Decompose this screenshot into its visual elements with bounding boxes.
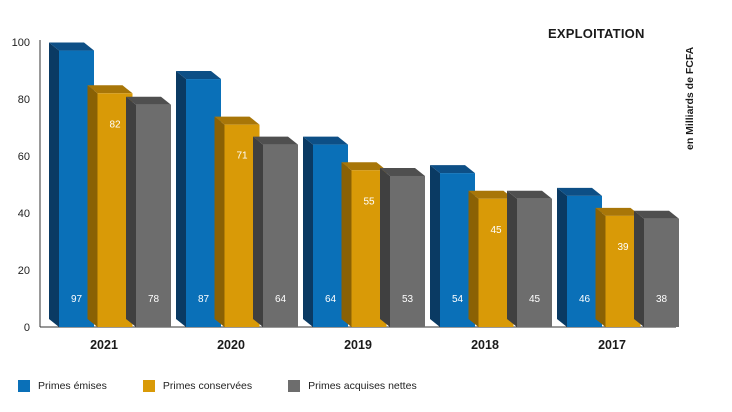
bar-front — [517, 198, 552, 327]
bar-top — [341, 162, 387, 171]
legend-item: Primes conservées — [142, 380, 253, 392]
chart-title: EXPLOITATION — [548, 26, 645, 41]
bar-2018-2 — [468, 190, 514, 327]
bar-side — [430, 165, 440, 327]
data-label: 71 — [236, 151, 248, 162]
x-tick-label: 2017 — [598, 338, 626, 352]
bar-top — [468, 190, 514, 199]
bar-top — [430, 165, 475, 174]
bar-side — [253, 136, 263, 327]
legend-swatch — [142, 380, 155, 392]
bar-top — [507, 190, 552, 199]
bar-side — [557, 187, 567, 327]
legend: Primes émises Primes conservées Primes acq… — [18, 380, 417, 392]
bar-front — [136, 104, 171, 327]
bar-side — [176, 71, 186, 327]
y-tick-label: 20 — [18, 265, 30, 277]
bar-2017-1 — [557, 187, 602, 327]
bar-top — [557, 187, 602, 196]
bar-top — [49, 42, 94, 51]
bar-side — [595, 207, 606, 327]
x-tick-label: 2021 — [90, 338, 118, 352]
bar-top — [176, 71, 221, 80]
bar-front — [644, 218, 679, 327]
legend-item: Primes acquises nettes — [288, 380, 417, 392]
bar-side — [380, 167, 390, 327]
x-tick-label: 2020 — [217, 338, 245, 352]
bar-2020-1 — [176, 71, 221, 327]
bar-top — [634, 210, 679, 219]
data-label: 78 — [148, 294, 160, 305]
bar-top — [87, 85, 133, 94]
bar-2020-2 — [214, 116, 260, 328]
data-label: 53 — [402, 294, 414, 305]
bar-2017-3 — [634, 210, 679, 327]
data-label: 46 — [579, 294, 591, 305]
bar-top — [595, 207, 641, 216]
bar-side — [214, 116, 225, 328]
bar-2019-3 — [380, 167, 425, 327]
bar-2018-3 — [507, 190, 552, 327]
bar-2019-2 — [341, 162, 387, 327]
data-label: 64 — [325, 294, 337, 305]
bar-side — [634, 210, 644, 327]
data-label: 97 — [71, 294, 83, 305]
data-label: 38 — [656, 294, 668, 305]
legend-swatch — [18, 380, 30, 392]
data-label: 45 — [490, 225, 502, 236]
data-label: 55 — [363, 196, 375, 207]
y-tick-label: 80 — [18, 94, 30, 106]
data-label: 45 — [529, 294, 541, 305]
bar-2021-3 — [126, 96, 171, 327]
bar-side — [126, 96, 136, 327]
bar-side — [507, 190, 517, 327]
legend-item: Primes émises — [18, 380, 107, 392]
bar-side — [341, 162, 352, 327]
bar-side — [468, 190, 479, 327]
bar-front — [263, 144, 298, 327]
bar-top — [126, 96, 171, 105]
bar-side — [303, 136, 313, 327]
bar-2020-3 — [253, 136, 298, 327]
data-label: 87 — [198, 294, 210, 305]
y-tick-label: 100 — [12, 37, 30, 49]
bar-top — [253, 136, 298, 145]
bar-top — [303, 136, 348, 145]
bar-front — [390, 175, 425, 327]
data-label: 54 — [452, 294, 464, 305]
y-tick-label: 40 — [18, 208, 30, 220]
x-tick-label: 2018 — [471, 338, 499, 352]
y-tick-label: 0 — [24, 322, 30, 334]
legend-swatch — [288, 380, 301, 392]
data-label: 39 — [617, 242, 629, 253]
data-label: 82 — [109, 119, 121, 130]
bar-top — [380, 167, 425, 176]
legend-label: Primes conservées — [162, 380, 253, 392]
data-label: 64 — [275, 294, 287, 305]
legend-label: Primes émises — [38, 380, 107, 392]
legend-label: Primes acquises nettes — [308, 380, 417, 392]
bar-side — [49, 42, 59, 328]
bar-2021-1 — [49, 42, 94, 328]
y-tick-label: 60 — [18, 151, 30, 163]
bar-side — [87, 85, 98, 327]
x-tick-label: 2019 — [344, 338, 372, 352]
bar-top — [214, 116, 260, 125]
bar-2017-2 — [595, 207, 641, 327]
